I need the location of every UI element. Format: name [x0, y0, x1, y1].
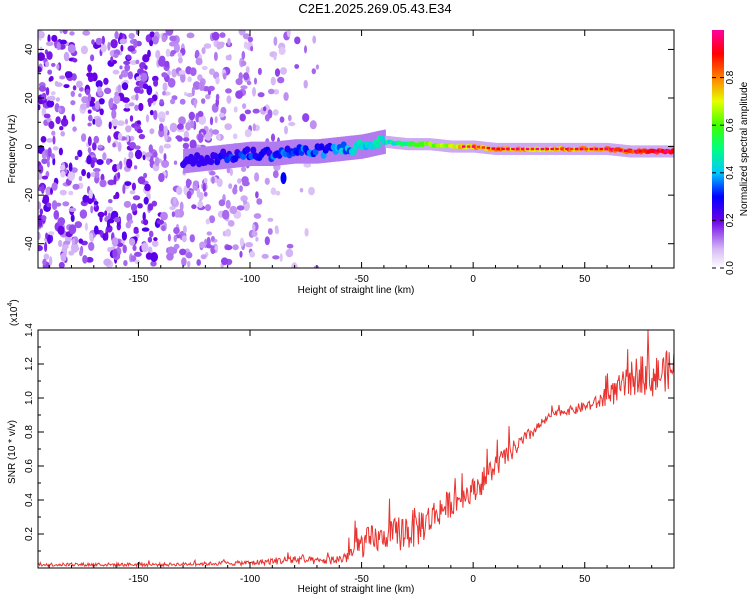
spectrogram-ylabel: Frequency (Hz)	[7, 115, 18, 184]
snr-scale-label: (x104)	[7, 299, 20, 326]
snr-scale-prefix: (x10	[9, 306, 20, 326]
y-tick-label: -40	[24, 236, 35, 251]
x-tick-label: -50	[354, 574, 369, 585]
chart-title: C2E1.2025.269.05.43.E34	[298, 1, 452, 16]
snr-scale-suffix: )	[9, 299, 20, 302]
colorbar-tick-label: 0.4	[725, 165, 736, 179]
spectrogram-content	[38, 30, 674, 268]
y-tick-label: 1.2	[24, 357, 35, 371]
spectral-ridge	[180, 129, 674, 185]
spectrogram-frame	[37, 29, 675, 269]
snr-scale-exp: 4	[7, 303, 14, 307]
snr-axes: -150 -100 -50 0 50 0.2 0.4 0.6 0.8 1.0 1.2 1.4	[24, 323, 675, 585]
x-tick-label: 0	[470, 574, 476, 585]
y-tick-label: 0.2	[24, 527, 35, 541]
colorbar-tick-label: 0.0	[725, 261, 736, 275]
x-tick-label: -100	[240, 574, 260, 585]
y-tick-label: 0.8	[24, 425, 35, 439]
noise-speckles	[38, 30, 320, 268]
colorbar-tick-label: 0.6	[725, 118, 736, 132]
x-tick-label: 50	[579, 574, 591, 585]
x-tick-label: -150	[128, 274, 148, 285]
spectrogram-xlabel: Height of straight line (km)	[298, 285, 415, 296]
colorbar-axes: 0.0 0.2 0.4 0.6 0.8	[712, 70, 736, 275]
snr-content	[38, 330, 674, 568]
snr-series-line	[38, 330, 674, 568]
x-tick-label: -50	[354, 274, 369, 285]
colorbar-tick-label: 0.8	[725, 70, 736, 84]
y-tick-label: 1.0	[24, 391, 35, 405]
y-tick-label: 1.4	[24, 323, 35, 337]
side-feature	[280, 172, 287, 185]
colorbar-tick-label: 0.2	[725, 213, 736, 227]
y-tick-label: 0.4	[24, 493, 35, 507]
snr-ylabel: SNR (10 * v/v)	[7, 420, 18, 484]
spectrogram-axes: -150 -100 -50 0 50 -40 -20 0 20 40	[24, 30, 675, 285]
y-tick-label: 40	[24, 43, 35, 55]
x-tick-label: -150	[128, 574, 148, 585]
y-tick-label: 0	[24, 143, 35, 149]
svg-text:(x104): (x104)	[7, 299, 20, 326]
x-tick-label: 50	[579, 274, 591, 285]
y-tick-label: 20	[24, 92, 35, 104]
colorbar	[712, 30, 724, 268]
x-tick-label: 0	[470, 274, 476, 285]
y-tick-label: -20	[24, 187, 35, 202]
colorbar-label: Normalized spectral amplitude	[739, 81, 750, 216]
y-tick-label: 0.6	[24, 459, 35, 473]
snr-xlabel: Height of straight line (km)	[298, 584, 415, 595]
x-tick-label: -100	[240, 274, 260, 285]
